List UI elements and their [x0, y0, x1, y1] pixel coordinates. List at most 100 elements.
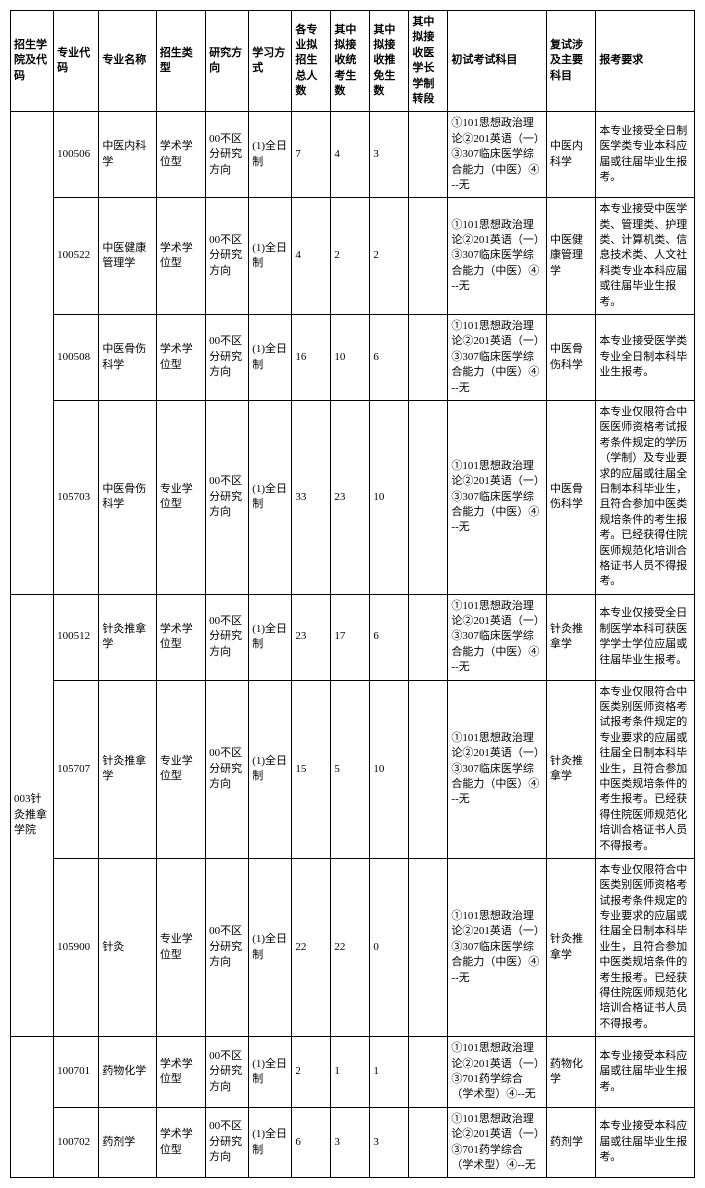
- cell-mode: (1)全日制: [249, 680, 292, 858]
- college-cell: [11, 1037, 54, 1178]
- cell-req: 本专业仅限符合中医医师资格考试报考条件规定的学历（学制）及专业要求的应届或往届全…: [596, 400, 695, 594]
- cell-fushi: 中医内科学: [547, 112, 596, 198]
- admissions-table: 招生学院及代码专业代码专业名称招生类型研究方向学习方式各专业拟招生总人数其中拟接…: [10, 10, 695, 1178]
- cell-zhuanduan: [409, 315, 448, 401]
- cell-type: 学术学位型: [156, 112, 205, 198]
- cell-req: 本专业仅限符合中医类别医师资格考试报考条件规定的专业要求的应届或往届全日制本科毕…: [596, 858, 695, 1036]
- cell-zhuanduan: [409, 680, 448, 858]
- cell-fushi: 针灸推拿学: [547, 680, 596, 858]
- cell-code: 105900: [54, 858, 99, 1036]
- cell-fushi: 药剂学: [547, 1107, 596, 1178]
- cell-zhuanduan: [409, 112, 448, 198]
- cell-chushi: ①101思想政治理论②201英语（一）③307临床医学综合能力（中医）④--无: [448, 112, 547, 198]
- cell-req: 本专业仅接受全日制医学本科可获医学学士学位应届或往届毕业生报考。: [596, 594, 695, 680]
- cell-req: 本专业接受医学类专业全日制本科毕业生报考。: [596, 315, 695, 401]
- cell-tuimian: 3: [370, 1107, 409, 1178]
- cell-tongkao: 5: [331, 680, 370, 858]
- cell-tuimian: 1: [370, 1037, 409, 1108]
- cell-code: 105707: [54, 680, 99, 858]
- cell-tuimian: 6: [370, 315, 409, 401]
- cell-name: 中医内科学: [99, 112, 157, 198]
- cell-req: 本专业接受本科应届或往届毕业生报考。: [596, 1107, 695, 1178]
- cell-direction: 00不区分研究方向: [206, 680, 249, 858]
- cell-chushi: ①101思想政治理论②201英语（一）③307临床医学综合能力（中医）④--无: [448, 858, 547, 1036]
- cell-mode: (1)全日制: [249, 1107, 292, 1178]
- cell-zhuanduan: [409, 400, 448, 594]
- cell-zhuanduan: [409, 858, 448, 1036]
- cell-tongkao: 17: [331, 594, 370, 680]
- cell-mode: (1)全日制: [249, 112, 292, 198]
- cell-fushi: 针灸推拿学: [547, 594, 596, 680]
- cell-mode: (1)全日制: [249, 1037, 292, 1108]
- college-cell: 003针灸推拿学院: [11, 594, 54, 1037]
- table-row: 100508中医骨伤科学学术学位型00不区分研究方向(1)全日制16106①10…: [11, 315, 695, 401]
- cell-fushi: 中医骨伤科学: [547, 315, 596, 401]
- cell-name: 中医骨伤科学: [99, 400, 157, 594]
- cell-code: 105703: [54, 400, 99, 594]
- cell-total: 7: [292, 112, 331, 198]
- cell-tongkao: 23: [331, 400, 370, 594]
- cell-chushi: ①101思想政治理论②201英语（一）③307临床医学综合能力（中医）④--无: [448, 594, 547, 680]
- cell-code: 100702: [54, 1107, 99, 1178]
- cell-total: 15: [292, 680, 331, 858]
- col-header-8: 其中拟接收推免生数: [370, 11, 409, 112]
- cell-name: 针灸: [99, 858, 157, 1036]
- cell-tuimian: 3: [370, 112, 409, 198]
- cell-mode: (1)全日制: [249, 400, 292, 594]
- cell-chushi: ①101思想政治理论②201英语（一）③307临床医学综合能力（中医）④--无: [448, 680, 547, 858]
- cell-name: 中医骨伤科学: [99, 315, 157, 401]
- table-row: 100702药剂学学术学位型00不区分研究方向(1)全日制633①101思想政治…: [11, 1107, 695, 1178]
- cell-direction: 00不区分研究方向: [206, 858, 249, 1036]
- cell-direction: 00不区分研究方向: [206, 315, 249, 401]
- cell-tuimian: 10: [370, 400, 409, 594]
- cell-tongkao: 22: [331, 858, 370, 1036]
- cell-mode: (1)全日制: [249, 594, 292, 680]
- cell-name: 药剂学: [99, 1107, 157, 1178]
- cell-req: 本专业仅限符合中医类别医师资格考试报考条件规定的专业要求的应届或往届全日制本科毕…: [596, 680, 695, 858]
- cell-code: 100506: [54, 112, 99, 198]
- col-header-7: 其中拟接收统考生数: [331, 11, 370, 112]
- cell-code: 100522: [54, 198, 99, 315]
- cell-total: 23: [292, 594, 331, 680]
- cell-zhuanduan: [409, 594, 448, 680]
- col-header-3: 招生类型: [156, 11, 205, 112]
- cell-tuimian: 10: [370, 680, 409, 858]
- cell-total: 33: [292, 400, 331, 594]
- cell-req: 本专业接受中医学类、管理类、护理类、计算机类、信息技术类、人文社科类专业本科应届…: [596, 198, 695, 315]
- col-header-2: 专业名称: [99, 11, 157, 112]
- cell-mode: (1)全日制: [249, 315, 292, 401]
- cell-fushi: 中医骨伤科学: [547, 400, 596, 594]
- table-row: 100506中医内科学学术学位型00不区分研究方向(1)全日制743①101思想…: [11, 112, 695, 198]
- cell-type: 专业学位型: [156, 680, 205, 858]
- col-header-12: 报考要求: [596, 11, 695, 112]
- cell-type: 专业学位型: [156, 858, 205, 1036]
- cell-req: 本专业接受本科应届或往届毕业生报考。: [596, 1037, 695, 1108]
- cell-req: 本专业接受全日制医学类专业本科应届或往届毕业生报考。: [596, 112, 695, 198]
- cell-chushi: ①101思想政治理论②201英语（一）③307临床医学综合能力（中医）④--无: [448, 198, 547, 315]
- table-row: 100701药物化学学术学位型00不区分研究方向(1)全日制211①101思想政…: [11, 1037, 695, 1108]
- cell-zhuanduan: [409, 1107, 448, 1178]
- cell-direction: 00不区分研究方向: [206, 400, 249, 594]
- cell-fushi: 中医健康管理学: [547, 198, 596, 315]
- cell-tuimian: 6: [370, 594, 409, 680]
- cell-total: 22: [292, 858, 331, 1036]
- col-header-10: 初试考试科目: [448, 11, 547, 112]
- cell-type: 学术学位型: [156, 1107, 205, 1178]
- cell-direction: 00不区分研究方向: [206, 112, 249, 198]
- cell-name: 药物化学: [99, 1037, 157, 1108]
- cell-tuimian: 0: [370, 858, 409, 1036]
- cell-tuimian: 2: [370, 198, 409, 315]
- table-body: 100506中医内科学学术学位型00不区分研究方向(1)全日制743①101思想…: [11, 112, 695, 1178]
- table-row: 105900针灸专业学位型00不区分研究方向(1)全日制22220①101思想政…: [11, 858, 695, 1036]
- cell-mode: (1)全日制: [249, 858, 292, 1036]
- col-header-5: 学习方式: [249, 11, 292, 112]
- cell-chushi: ①101思想政治理论②201英语（一）③701药学综合（学术型）④--无: [448, 1107, 547, 1178]
- cell-type: 学术学位型: [156, 1037, 205, 1108]
- cell-chushi: ①101思想政治理论②201英语（一）③307临床医学综合能力（中医）④--无: [448, 400, 547, 594]
- cell-chushi: ①101思想政治理论②201英语（一）③307临床医学综合能力（中医）④--无: [448, 315, 547, 401]
- cell-tongkao: 10: [331, 315, 370, 401]
- cell-zhuanduan: [409, 198, 448, 315]
- table-row: 100522中医健康管理学学术学位型00不区分研究方向(1)全日制422①101…: [11, 198, 695, 315]
- table-row: 105707 针灸推拿学 专业学位型00不区分研究方向(1)全日制15510 ①101…: [11, 680, 695, 858]
- cell-mode: (1)全日制: [249, 198, 292, 315]
